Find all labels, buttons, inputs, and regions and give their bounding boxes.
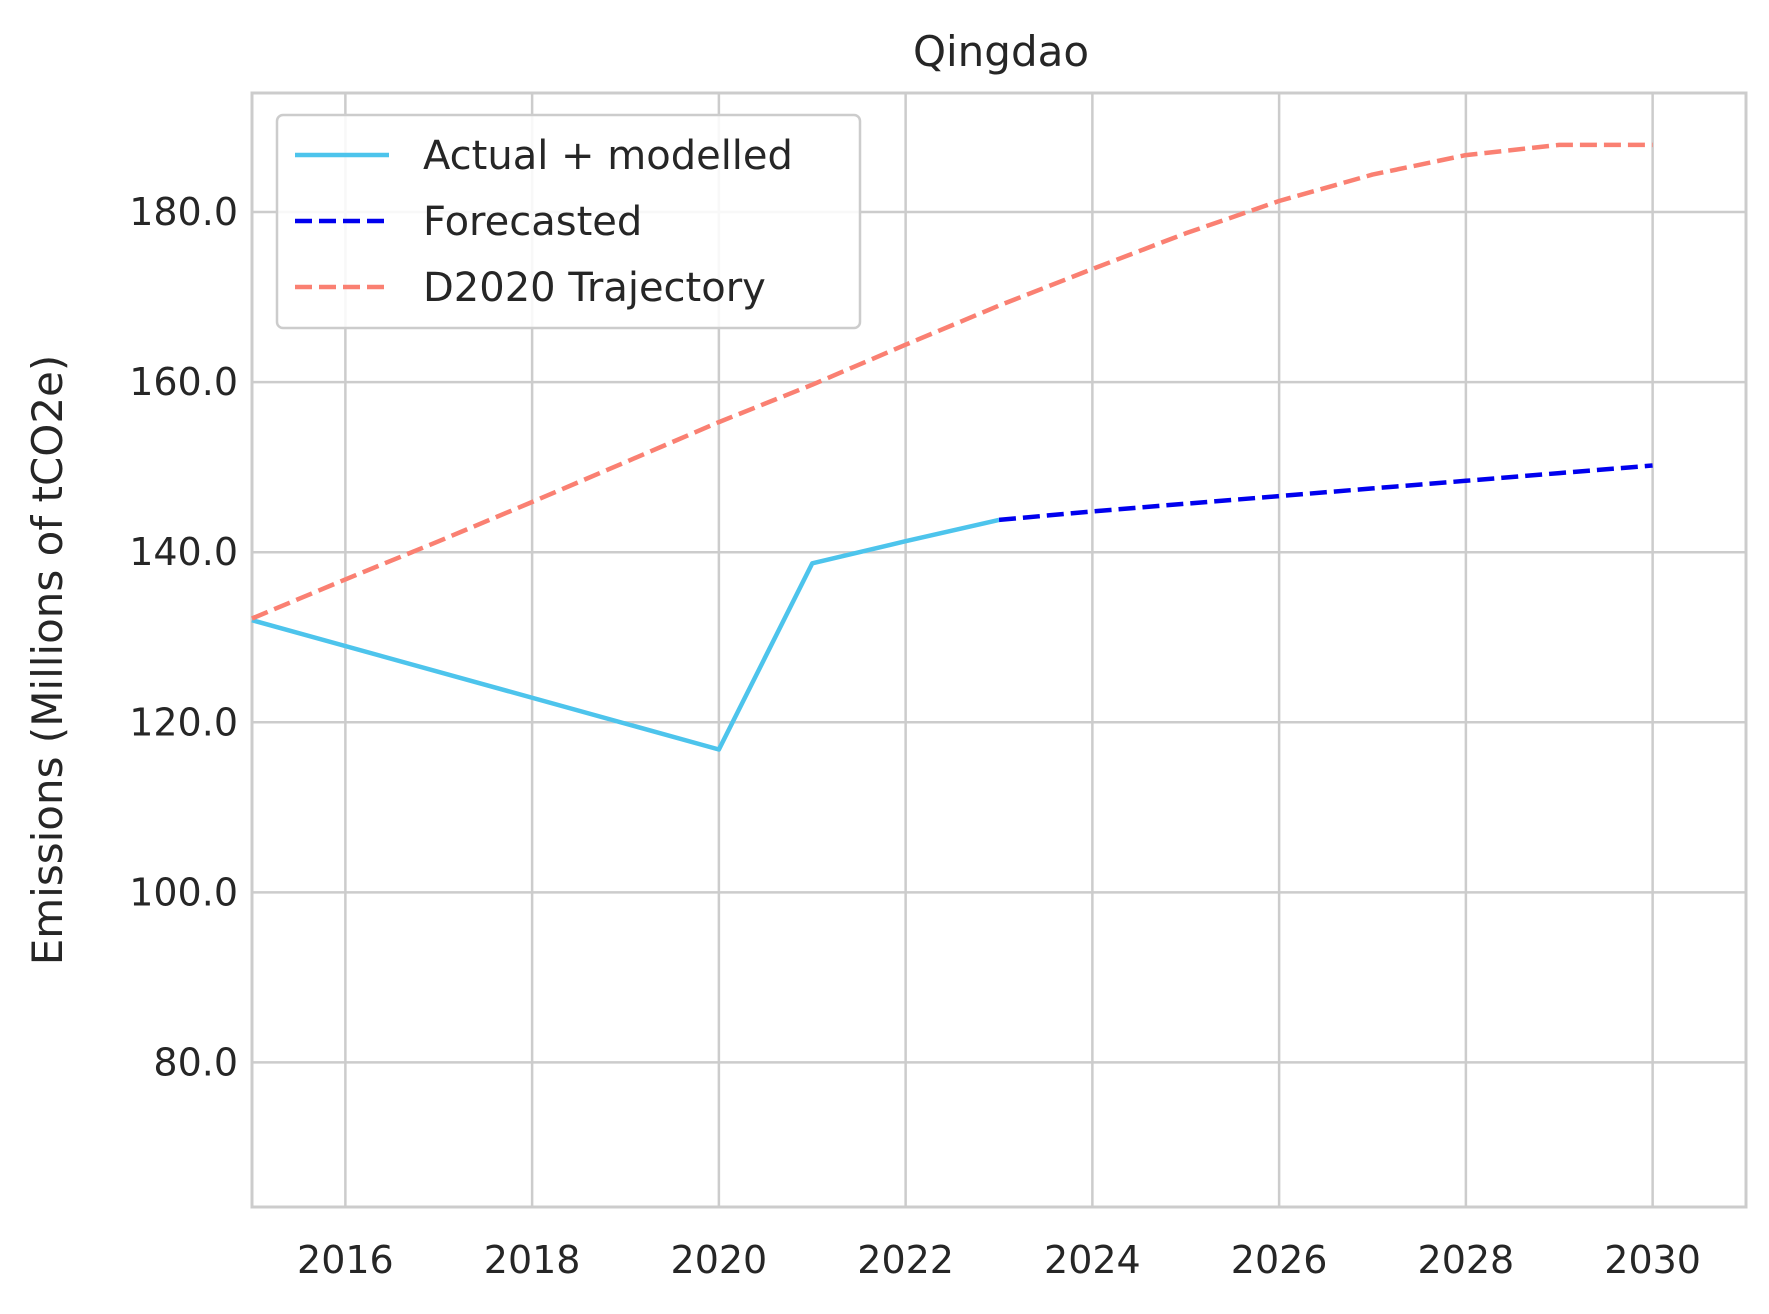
x-tick-label: 2024	[1044, 1238, 1141, 1282]
x-tick-label: 2016	[297, 1238, 394, 1282]
series-layer	[251, 142, 1653, 752]
y-tick-label: 180.0	[129, 190, 238, 234]
y-axis-label: Emissions (Millions of tCO2e)	[23, 355, 72, 966]
x-tick-label: 2022	[857, 1238, 954, 1282]
y-tick-label: 120.0	[129, 700, 238, 744]
y-tick-label: 160.0	[129, 360, 238, 404]
legend: Actual + modelled Forecasted D2020 Traject…	[275, 113, 862, 330]
x-tick-label: 2026	[1231, 1238, 1328, 1282]
y-tick-label: 100.0	[129, 870, 238, 914]
series-line-d2020-trajectory	[251, 142, 1653, 621]
legend-label: Forecasted	[423, 199, 642, 245]
legend-label: Actual + modelled	[423, 133, 793, 179]
chart-title: Qingdao	[913, 27, 1089, 76]
legend-label: D2020 Trajectory	[423, 265, 766, 311]
plot-frame	[250, 91, 1748, 1209]
x-tick-label: 2028	[1418, 1238, 1515, 1282]
y-tick-label: 80.0	[153, 1040, 238, 1084]
grid-lines	[252, 93, 1746, 1207]
legend-box	[275, 113, 862, 330]
y-tick-labels: 80.0 100.0 120.0 140.0 160.0 180.0	[129, 190, 238, 1084]
x-tick-label: 2030	[1604, 1238, 1701, 1282]
x-tick-labels: 2016 2018 2020 2022 2024 2026 2028 2030	[297, 1238, 1701, 1282]
series-line-forecasted	[998, 463, 1653, 523]
x-tick-label: 2018	[484, 1238, 581, 1282]
series-line-actual-modelled	[251, 517, 1000, 752]
y-tick-label: 140.0	[129, 530, 238, 574]
x-tick-label: 2020	[671, 1238, 768, 1282]
